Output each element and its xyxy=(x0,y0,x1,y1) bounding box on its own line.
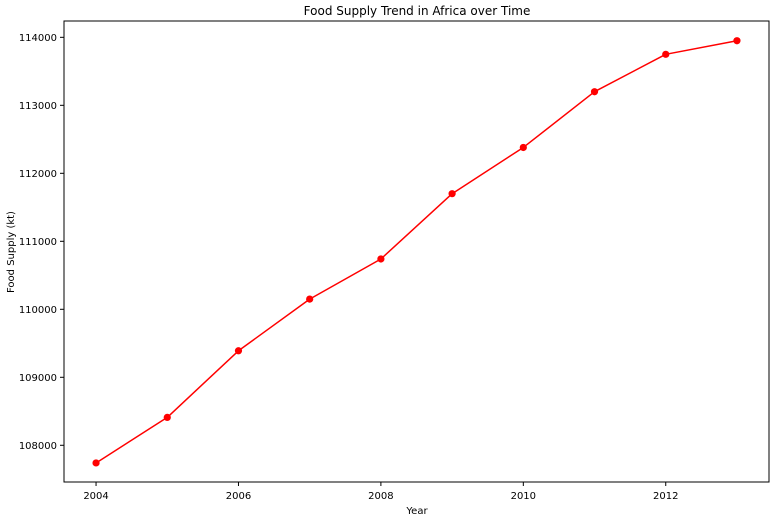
chart-title: Food Supply Trend in Africa over Time xyxy=(304,4,531,18)
y-tick-label: 108000 xyxy=(19,441,57,452)
y-tick-label: 109000 xyxy=(19,373,57,384)
x-tick-label: 2006 xyxy=(226,491,251,502)
plot-area xyxy=(92,37,741,467)
y-tick-label: 110000 xyxy=(19,305,57,316)
series-line xyxy=(95,39,738,464)
y-tick-label: 113000 xyxy=(19,101,57,112)
x-tick-label: 2004 xyxy=(83,491,108,502)
y-tick-label: 112000 xyxy=(19,169,57,180)
x-tick-label: 2010 xyxy=(511,491,536,502)
plot-frame xyxy=(63,20,770,483)
data-point xyxy=(590,88,599,96)
x-axis: 2004 2006 2008 2010 2012 xyxy=(83,482,678,502)
y-axis-label: Food Supply (kt) xyxy=(6,211,17,293)
x-axis-label: Year xyxy=(405,506,428,517)
y-axis: 108000 109000 110000 111000 112000 113000 1140… xyxy=(19,33,64,452)
data-point xyxy=(306,295,314,303)
data-point xyxy=(448,190,456,198)
data-point xyxy=(519,143,527,152)
data-point xyxy=(733,37,741,45)
data-point xyxy=(377,255,385,263)
y-tick-label: 111000 xyxy=(19,237,57,248)
data-point xyxy=(163,413,171,422)
x-tick-label: 2012 xyxy=(653,491,678,502)
data-point xyxy=(662,50,670,58)
data-point xyxy=(234,347,243,355)
x-tick-label: 2008 xyxy=(368,491,393,502)
data-point xyxy=(92,459,100,467)
y-tick-label: 114000 xyxy=(19,33,57,44)
